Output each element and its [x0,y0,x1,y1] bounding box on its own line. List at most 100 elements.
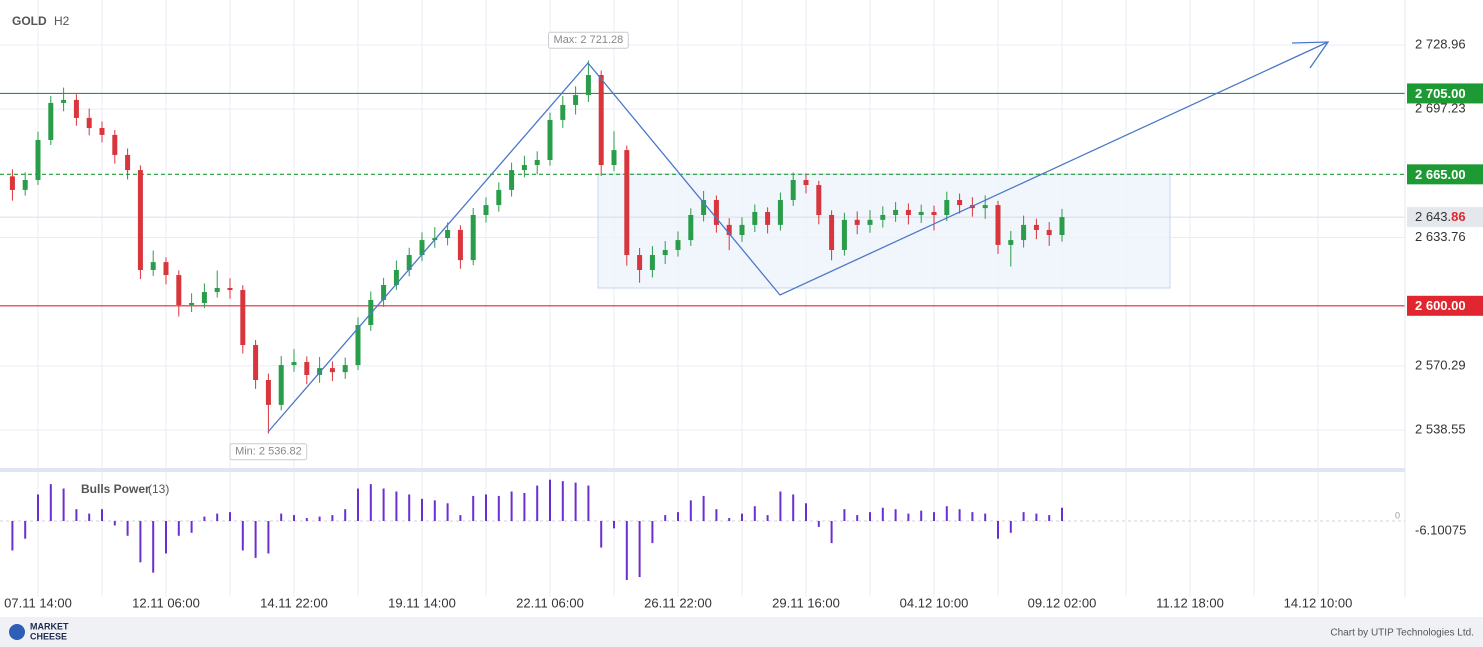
candle-body [457,229,463,261]
candle-body [1033,224,1039,230]
candle-body [112,134,118,155]
candle-body [35,139,41,180]
x-tick-label: 07.11 14:00 [4,595,72,610]
logo-icon [9,624,25,640]
candle-body [227,288,233,291]
x-tick-label: 14.12 10:00 [1284,595,1353,610]
candle-body [957,200,963,206]
candle-body [48,102,54,140]
candle-body [701,200,707,215]
candle-body [355,325,361,366]
x-tick-label: 14.11 22:00 [260,595,328,610]
candle-body [944,200,950,215]
candle-body [137,170,143,270]
candle-body [918,211,924,215]
candle-body [61,99,67,103]
candle-body [841,219,847,250]
candle-body [329,368,335,373]
logo-bottom: CHEESE [30,631,67,641]
candle-body [163,262,169,276]
candle-body [560,104,566,120]
annotation-text: Min: 2 536.82 [235,446,302,458]
candle-body [995,205,1001,245]
candle-body [675,240,681,250]
candle-body [304,362,310,375]
candle-body [253,345,259,381]
candle-body [342,365,348,373]
y-tick-label: 2 570.29 [1415,357,1466,372]
candle-body [1021,224,1027,241]
level-label: 2 600.00 [1415,298,1466,313]
trend-drawing [267,41,1329,433]
candle-body [509,170,515,190]
credit: Chart by UTIP Technologies Ltd. [1330,628,1474,639]
candle-body [278,365,284,405]
level-label-box [1407,295,1483,316]
annotation-box [548,31,629,49]
candle-body [880,214,886,220]
y-tick-label: 2 538.55 [1415,422,1466,437]
timeframe: H2 [54,14,70,28]
candle-body [624,150,630,256]
candle-body [419,240,425,256]
plot-layer [9,60,1065,434]
candle-body [496,189,502,206]
arrow-head [1291,41,1330,69]
indicator-current-label: -6.10075 [1415,522,1466,537]
candle-body [1046,229,1052,236]
x-tick-label: 22.11 06:00 [516,595,584,610]
level-label-box [1407,83,1483,104]
logo-top: MARKET [30,621,69,631]
candle-body [726,224,732,236]
candle-body [125,154,131,171]
candle-body [790,180,796,201]
candle-body [240,290,246,346]
candle-body [649,255,655,270]
panel-separator [0,468,1405,472]
current-price-label: 2 643.86 [1415,210,1466,225]
candle-body [265,380,271,405]
candle-body [688,214,694,241]
candle-body [150,262,156,270]
x-tick-label: 11.12 18:00 [1156,595,1224,610]
x-tick-label: 19.11 14:00 [388,595,456,610]
candle-body [9,176,15,190]
x-tick-label: 29.11 16:00 [772,595,840,610]
candle-body [86,117,92,129]
candle-body [585,75,591,96]
price-pips: 86 [1451,210,1465,225]
candle-body [189,302,195,305]
candle-body [521,165,527,171]
candle-body [470,214,476,261]
candle-body [214,288,220,293]
candle-body [381,284,387,300]
candle-body [765,211,771,225]
candle-body [201,292,207,303]
annotation-box [229,443,308,461]
levels-layer [0,92,1405,307]
candle-body [1008,240,1014,245]
annotation-text: Max: 2 721.28 [554,34,624,46]
candle-body [752,211,758,225]
candle-body [291,362,297,366]
candle-body [611,150,617,166]
indicator-tick-label: 0 [1395,510,1400,520]
level-label-box [1407,164,1483,185]
candle-body [637,255,643,270]
x-tick-label: 12.11 06:00 [132,595,200,610]
candle-body [867,219,873,225]
level-label: 2 705.00 [1415,86,1466,101]
candle-body [547,119,553,160]
candle-body [73,99,79,118]
candle-body [445,229,451,239]
candle-body [931,211,937,215]
symbol: GOLD [12,14,47,28]
indicator-name: Bulls Power [81,482,150,496]
candle-body [829,214,835,250]
candle-body [483,205,489,215]
candle-body [982,205,988,209]
candle-body [99,128,105,135]
current-price-box [1407,207,1483,228]
candle-body [176,275,182,305]
